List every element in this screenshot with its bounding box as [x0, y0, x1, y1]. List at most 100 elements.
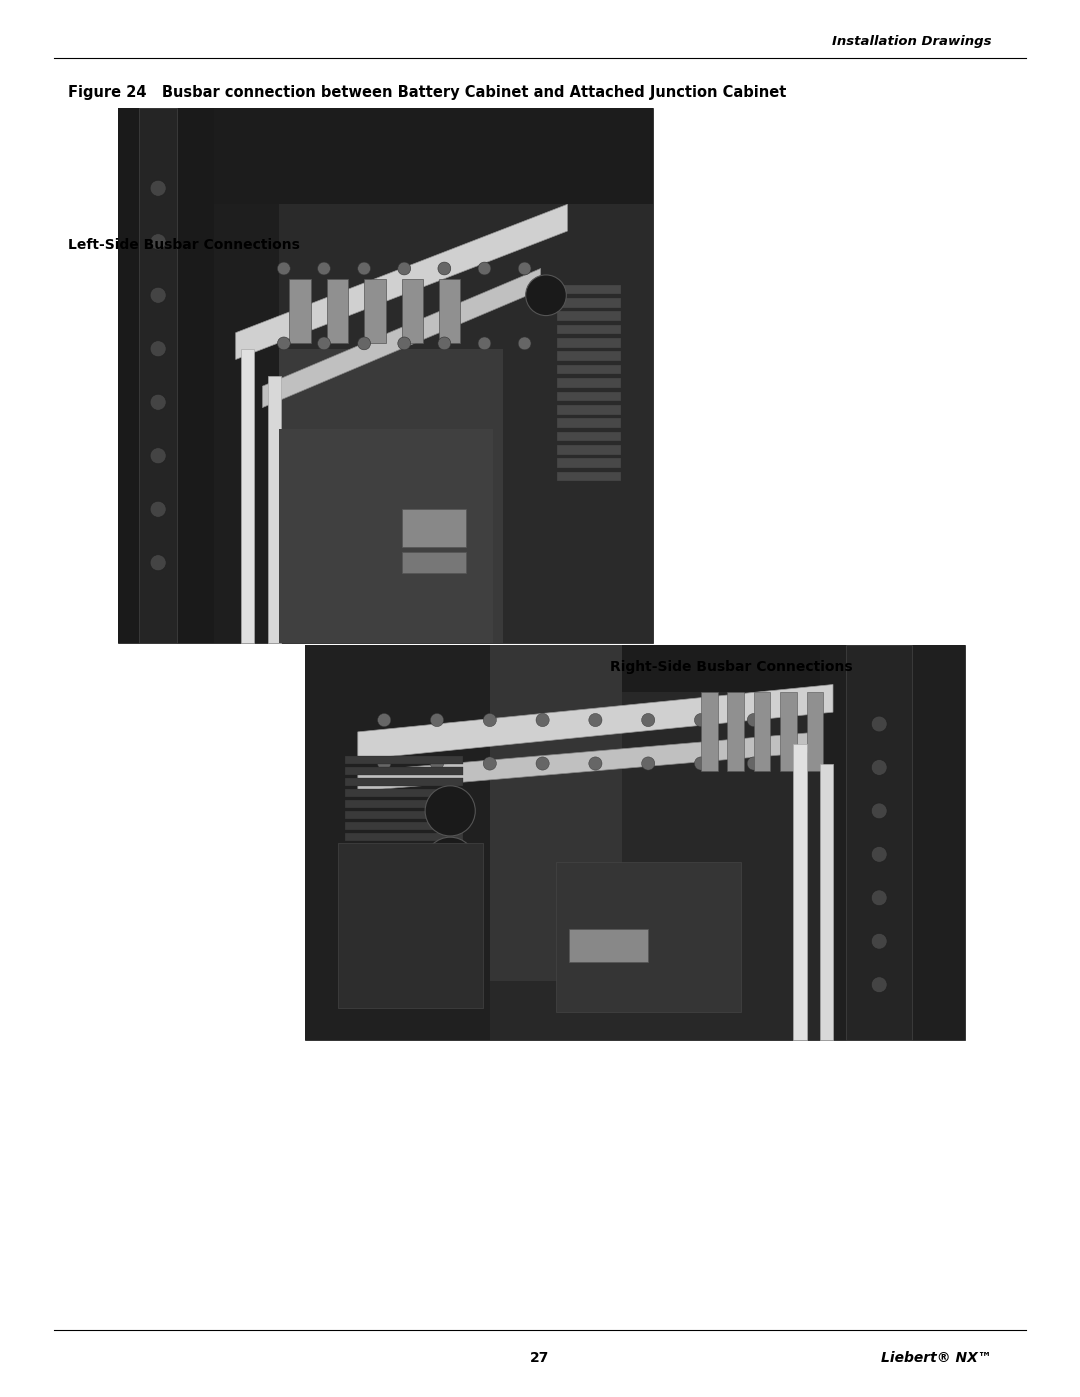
Circle shape	[278, 263, 291, 275]
Bar	[345, 844, 463, 852]
Bar	[345, 821, 463, 830]
Bar	[268, 376, 281, 643]
Bar	[338, 842, 483, 1009]
Circle shape	[318, 337, 330, 349]
Circle shape	[642, 714, 654, 726]
Bar	[118, 108, 214, 643]
Circle shape	[483, 757, 497, 770]
Bar	[305, 645, 966, 693]
Bar	[402, 510, 465, 546]
Circle shape	[536, 714, 550, 726]
Bar	[345, 778, 463, 785]
Polygon shape	[357, 732, 820, 791]
Circle shape	[478, 337, 491, 349]
Bar	[556, 391, 621, 401]
Bar	[345, 877, 463, 886]
Circle shape	[589, 714, 602, 726]
Circle shape	[872, 760, 887, 775]
Circle shape	[318, 263, 330, 275]
Circle shape	[431, 714, 444, 726]
Circle shape	[150, 341, 166, 356]
Bar	[402, 552, 465, 573]
Bar	[556, 324, 621, 334]
Text: Liebert® NX™: Liebert® NX™	[880, 1351, 991, 1365]
Bar	[556, 285, 621, 295]
Bar	[305, 645, 490, 1039]
Circle shape	[872, 933, 887, 949]
Circle shape	[437, 337, 450, 349]
Circle shape	[872, 977, 887, 993]
Circle shape	[589, 757, 602, 770]
Bar	[402, 279, 423, 344]
Bar	[118, 108, 653, 643]
Bar	[728, 693, 744, 771]
Circle shape	[357, 263, 370, 275]
Bar	[820, 764, 833, 1039]
Circle shape	[694, 757, 707, 770]
Circle shape	[378, 757, 391, 770]
Bar	[289, 279, 311, 344]
Circle shape	[150, 555, 166, 571]
Circle shape	[872, 803, 887, 819]
Bar	[139, 108, 177, 643]
Bar	[279, 429, 492, 643]
Bar	[556, 405, 621, 415]
Circle shape	[150, 233, 166, 250]
Circle shape	[278, 337, 291, 349]
Bar	[556, 472, 621, 482]
Bar	[345, 855, 463, 863]
Text: Right-Side Busbar Connections: Right-Side Busbar Connections	[610, 659, 852, 673]
Circle shape	[536, 757, 550, 770]
Bar	[345, 833, 463, 841]
Circle shape	[747, 757, 760, 770]
Circle shape	[150, 180, 166, 196]
Bar	[214, 108, 653, 204]
Bar	[305, 645, 966, 1039]
Circle shape	[747, 714, 760, 726]
Bar	[214, 108, 279, 643]
Bar	[345, 800, 463, 807]
Circle shape	[518, 263, 531, 275]
Circle shape	[478, 263, 491, 275]
Bar	[556, 862, 741, 1013]
Text: Figure 24   Busbar connection between Battery Cabinet and Attached Junction Cabi: Figure 24 Busbar connection between Batt…	[68, 85, 786, 101]
Bar	[556, 298, 621, 307]
Bar	[241, 349, 255, 643]
Text: 27: 27	[530, 1351, 550, 1365]
Circle shape	[150, 394, 166, 411]
Bar	[556, 379, 621, 388]
Bar	[556, 338, 621, 348]
Text: Left-Side Busbar Connections: Left-Side Busbar Connections	[68, 237, 300, 251]
Text: Installation Drawings: Installation Drawings	[832, 35, 991, 47]
Circle shape	[483, 714, 497, 726]
Bar	[438, 279, 460, 344]
Bar	[345, 756, 463, 764]
Circle shape	[872, 717, 887, 732]
Bar	[701, 693, 717, 771]
Polygon shape	[235, 204, 567, 359]
Circle shape	[642, 757, 654, 770]
Bar	[556, 432, 621, 441]
Bar	[754, 693, 770, 771]
Bar	[345, 810, 463, 819]
Bar	[780, 693, 797, 771]
Circle shape	[872, 890, 887, 905]
Bar	[556, 446, 621, 454]
Bar	[503, 108, 653, 455]
Circle shape	[431, 757, 444, 770]
Circle shape	[694, 714, 707, 726]
Polygon shape	[357, 685, 833, 760]
Bar	[345, 767, 463, 774]
Bar	[490, 645, 622, 981]
Circle shape	[378, 714, 391, 726]
Bar	[345, 866, 463, 875]
Polygon shape	[262, 268, 541, 408]
Circle shape	[357, 337, 370, 349]
Bar	[364, 279, 386, 344]
Circle shape	[150, 288, 166, 303]
Bar	[279, 349, 503, 643]
Bar	[556, 418, 621, 427]
Circle shape	[150, 502, 166, 517]
Circle shape	[397, 337, 410, 349]
Bar	[326, 279, 348, 344]
